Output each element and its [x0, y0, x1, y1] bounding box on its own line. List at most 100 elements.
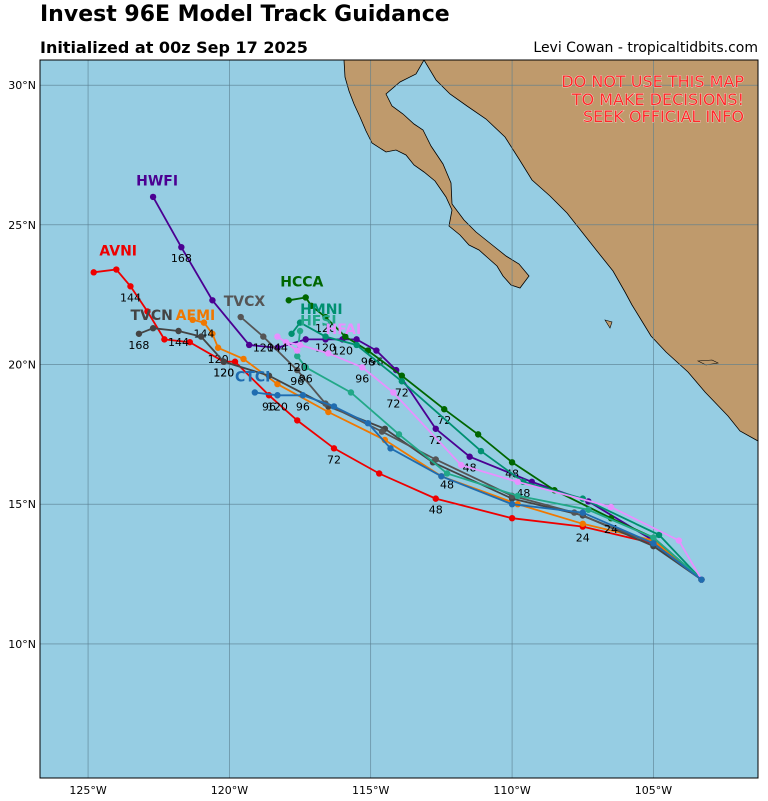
- track-hmni: 48 72 120 HMNI: [288, 302, 705, 583]
- lat-tick-label: 15°N: [8, 498, 36, 511]
- warning-line: DO NOT USE THIS MAP: [561, 72, 744, 91]
- track-point: [373, 347, 380, 354]
- track-point: [398, 378, 406, 385]
- track-point: [245, 341, 253, 349]
- forecast-hour-label: 144: [168, 336, 189, 349]
- model-name-label: HMNI: [300, 302, 343, 318]
- forecast-hour-label: 24: [576, 532, 590, 545]
- track-point: [149, 193, 157, 201]
- track-point: [296, 341, 304, 349]
- forecast-hour-label: 96: [290, 375, 304, 388]
- map-frame: [39, 59, 759, 779]
- track-point: [285, 297, 292, 304]
- track-point: [477, 447, 485, 455]
- track-point: [364, 419, 372, 427]
- track-point: [302, 294, 309, 301]
- lat-tick-label: 20°N: [8, 359, 36, 372]
- forecast-hour-label: 120: [315, 322, 336, 335]
- warning-line: TO MAKE DECISIONS!: [571, 90, 744, 109]
- small-island: [696, 359, 719, 366]
- track-point: [294, 352, 301, 360]
- model-name-label: AVNI: [99, 244, 137, 260]
- track-point: [325, 408, 332, 416]
- small-island: [604, 319, 613, 329]
- warning-line: SEEK OFFICIAL INFO: [583, 107, 744, 126]
- track-line: [296, 330, 703, 581]
- forecast-hour-label: 168: [171, 252, 192, 265]
- forecast-hour-label: 96: [262, 400, 276, 413]
- forecast-hour-label: 72: [429, 434, 443, 447]
- track-point: [607, 503, 615, 511]
- track-point: [395, 431, 403, 438]
- track-point: [288, 330, 295, 337]
- track-point: [90, 269, 97, 276]
- model-name-label: HFSI: [300, 313, 337, 329]
- model-tracks: 487296120168HWFI24487296120144AVNI120144…: [90, 174, 705, 583]
- track-point: [359, 364, 366, 371]
- track-point: [353, 336, 360, 343]
- track-point: [466, 453, 473, 460]
- track-point: [432, 456, 439, 463]
- track-point: [274, 380, 281, 388]
- lat-tick-label: 10°N: [8, 638, 36, 651]
- track-point: [200, 319, 208, 326]
- track-point: [302, 336, 309, 343]
- track-point: [508, 514, 516, 522]
- track-point: [237, 313, 244, 321]
- track-point: [698, 576, 705, 583]
- track-point: [149, 325, 157, 332]
- track-point: [209, 330, 216, 337]
- forecast-hour-label: 120: [213, 367, 234, 380]
- track-point: [432, 495, 439, 502]
- forecast-hour-label: 96: [296, 400, 310, 413]
- model-name-label: TVCN: [130, 308, 172, 324]
- track-point: [342, 333, 349, 340]
- warning-text: DO NOT USE THIS MAP TO MAKE DECISIONS! S…: [561, 72, 745, 127]
- track-point: [457, 461, 465, 469]
- track-point: [178, 243, 185, 251]
- track-point: [294, 417, 301, 424]
- track-point: [251, 389, 259, 396]
- track-point: [325, 350, 332, 357]
- map-subtitle: Initialized at 00z Sep 17 2025: [40, 38, 308, 57]
- track-point: [189, 316, 196, 324]
- forecast-hour-label: 48: [440, 478, 454, 491]
- track-point: [220, 358, 227, 365]
- track-point: [161, 336, 168, 343]
- track-point: [443, 470, 451, 477]
- track-point: [390, 389, 397, 396]
- track-point: [322, 333, 329, 340]
- track-point: [432, 425, 439, 432]
- track-point: [302, 364, 309, 371]
- map-title: Invest 96E Model Track Guidance: [40, 2, 450, 27]
- track-point: [274, 392, 281, 399]
- forecast-hour-label: 72: [437, 414, 451, 427]
- track-point: [387, 445, 394, 452]
- track-point: [514, 478, 521, 486]
- track-point: [144, 308, 151, 315]
- lat-tick-label: 30°N: [8, 79, 36, 92]
- track-point: [135, 330, 143, 337]
- forecast-hour-label: 144: [267, 342, 288, 355]
- track-point: [376, 470, 383, 477]
- track-point: [296, 327, 304, 335]
- track-point: [330, 403, 338, 410]
- lon-tick-label: 105°W: [635, 784, 672, 797]
- forecast-hour-label: 120: [267, 400, 288, 413]
- gridlines: [40, 60, 758, 778]
- track-point: [330, 445, 338, 452]
- lon-tick-label: 115°W: [352, 784, 389, 797]
- track-point: [113, 266, 120, 273]
- track-point: [353, 341, 360, 349]
- lon-tick-label: 110°W: [493, 784, 530, 797]
- forecast-hour-label: 48: [429, 504, 443, 517]
- baja-california: [343, 60, 530, 289]
- track-point: [127, 283, 134, 290]
- track-point: [441, 406, 448, 413]
- forecast-hour-label: 72: [327, 453, 341, 466]
- model-name-label: AEMI: [176, 308, 216, 324]
